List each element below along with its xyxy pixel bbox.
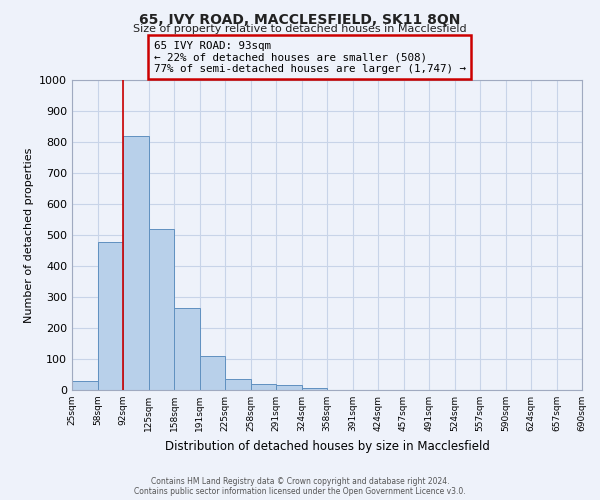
Text: Size of property relative to detached houses in Macclesfield: Size of property relative to detached ho…	[133, 24, 467, 34]
Y-axis label: Number of detached properties: Number of detached properties	[23, 148, 34, 322]
Bar	[276, 386, 302, 390]
Bar	[123, 136, 149, 390]
Bar	[72, 380, 97, 390]
Bar	[302, 388, 327, 390]
Text: Contains HM Land Registry data © Crown copyright and database right 2024.
Contai: Contains HM Land Registry data © Crown c…	[134, 476, 466, 496]
Bar	[251, 384, 276, 390]
X-axis label: Distribution of detached houses by size in Macclesfield: Distribution of detached houses by size …	[164, 440, 490, 452]
Bar	[199, 356, 225, 390]
Bar	[174, 308, 199, 390]
Text: 65, IVY ROAD, MACCLESFIELD, SK11 8QN: 65, IVY ROAD, MACCLESFIELD, SK11 8QN	[139, 12, 461, 26]
Bar	[225, 378, 251, 390]
Bar	[97, 242, 123, 390]
Text: 65 IVY ROAD: 93sqm
← 22% of detached houses are smaller (508)
77% of semi-detach: 65 IVY ROAD: 93sqm ← 22% of detached hou…	[154, 40, 466, 74]
Bar	[149, 230, 174, 390]
